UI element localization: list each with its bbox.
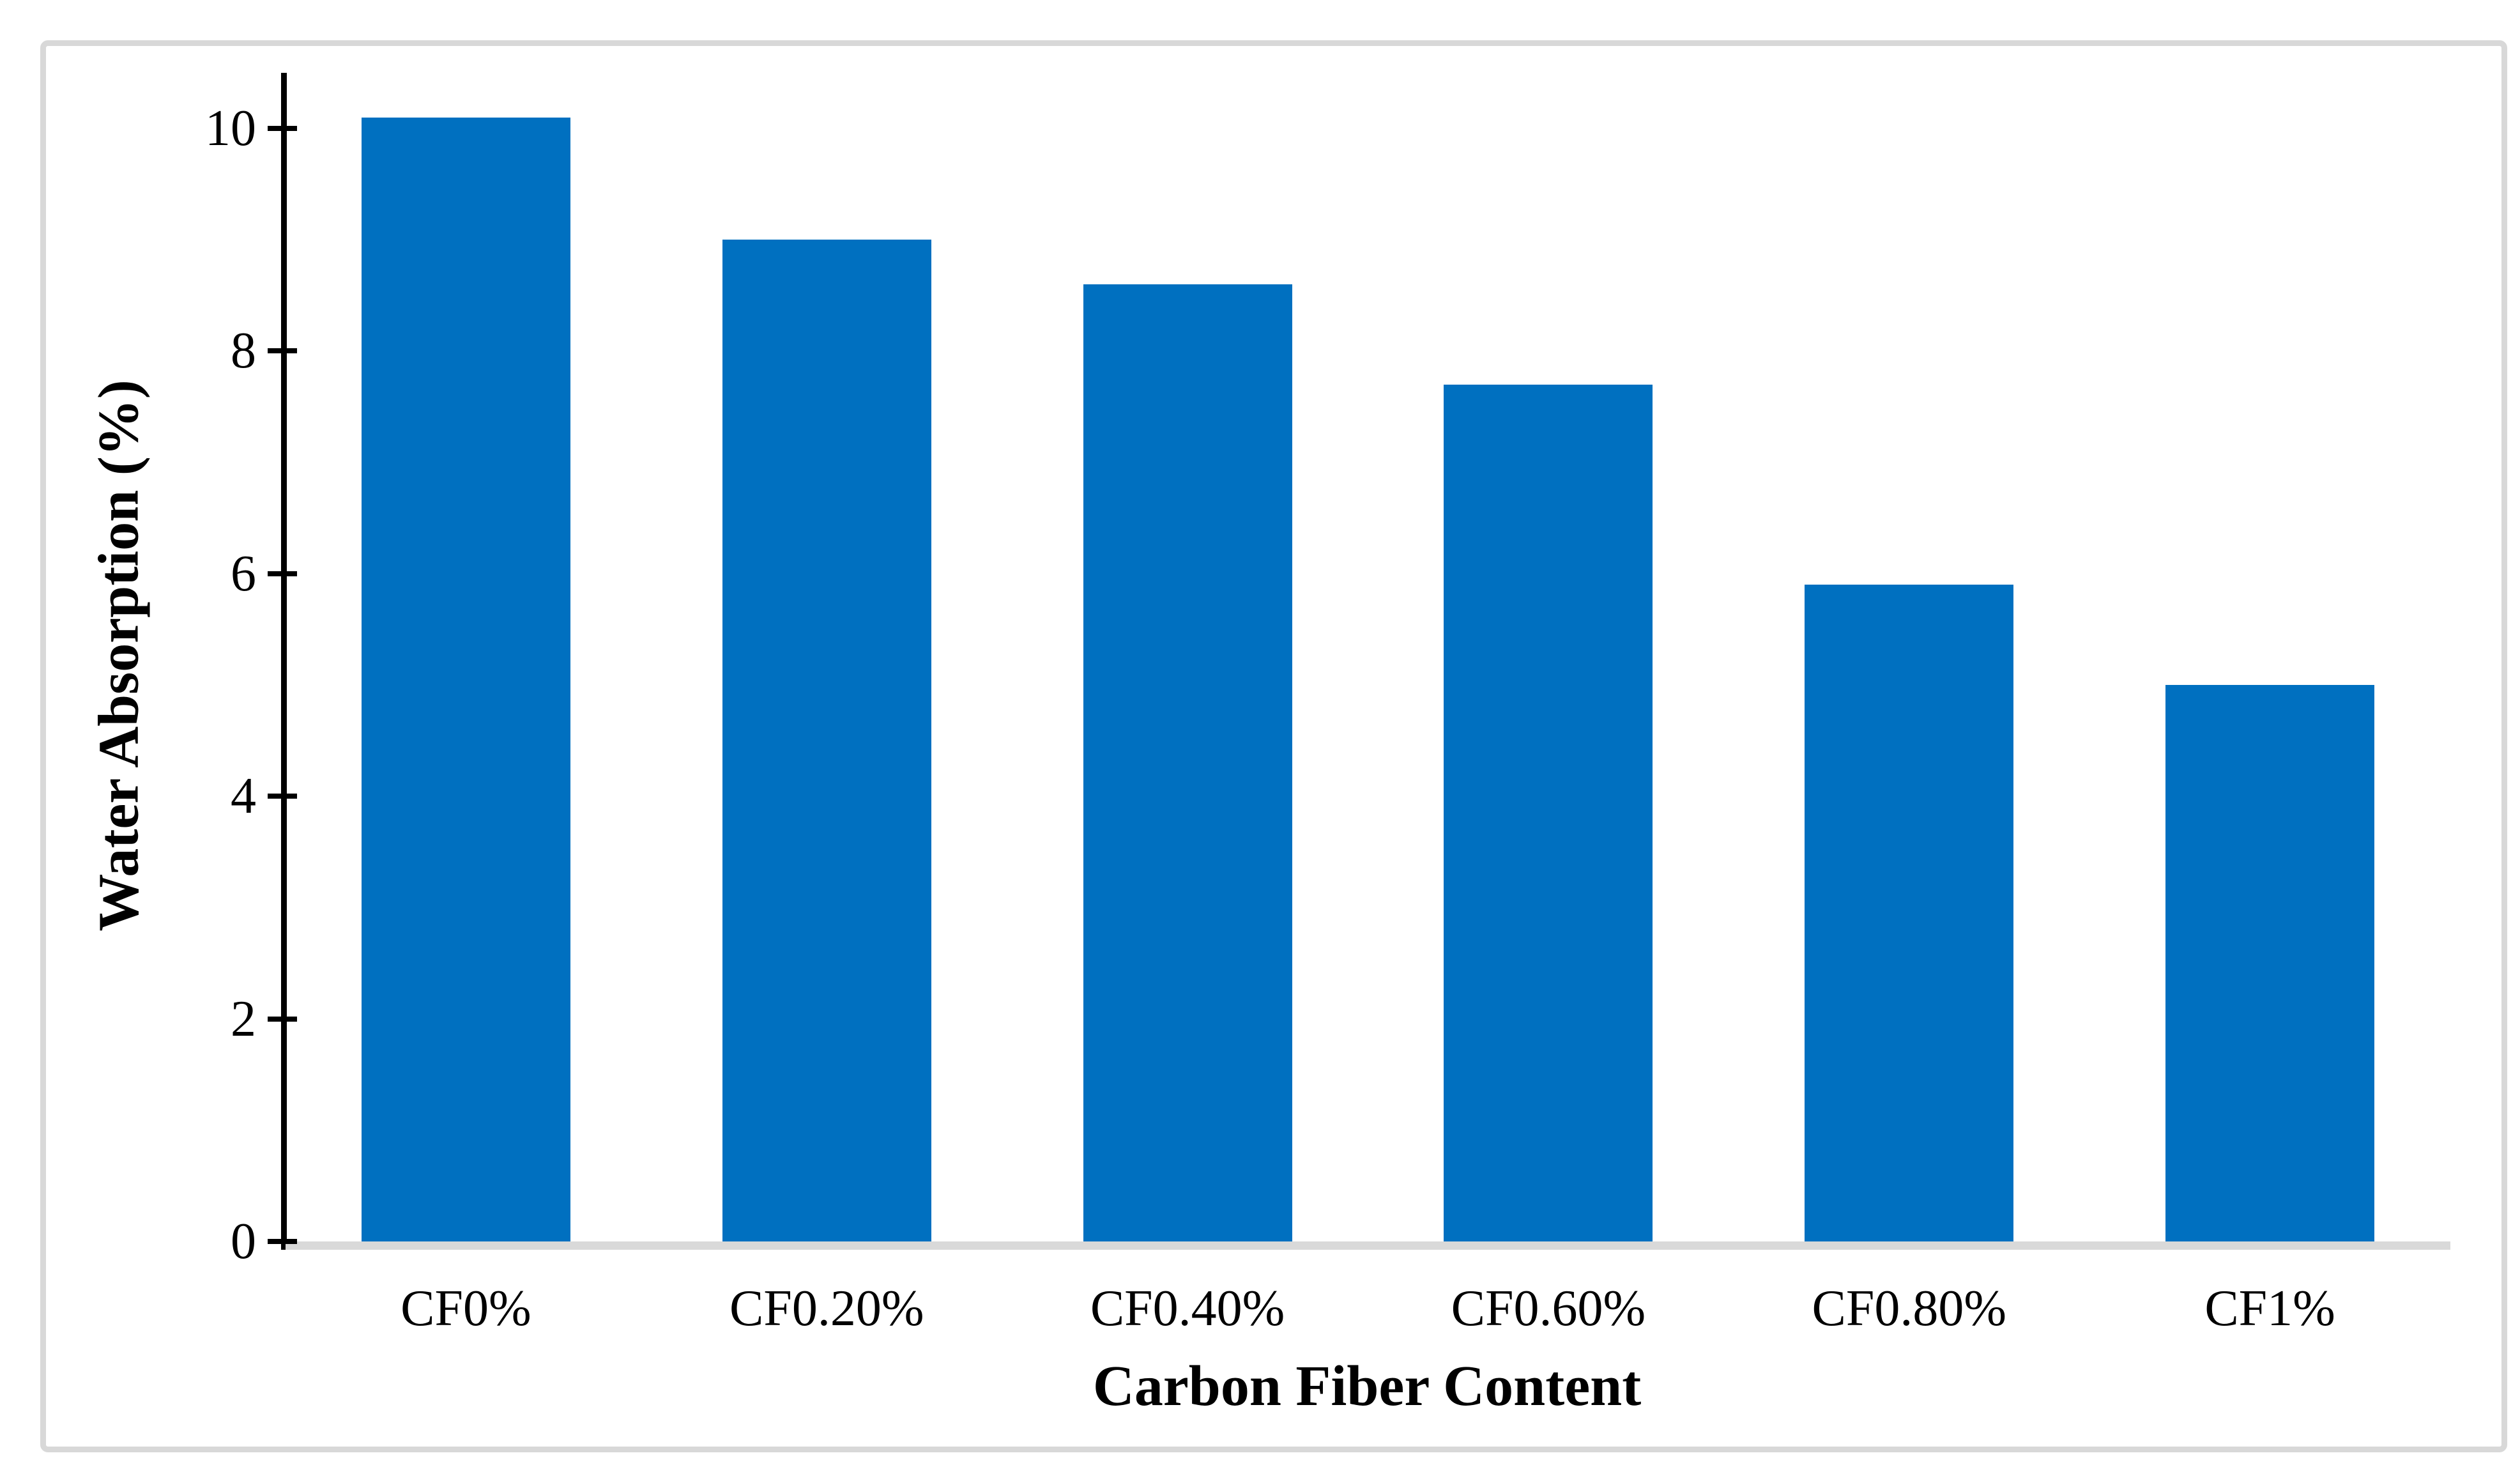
x-category-label: CF0% — [401, 1280, 531, 1337]
bar-1 — [361, 117, 570, 1241]
y-tick-label: 2 — [231, 990, 256, 1047]
y-tick-mark — [268, 1239, 297, 1244]
x-category-label: CF1% — [2204, 1280, 2335, 1337]
x-category-label: CF0.80% — [1812, 1280, 2006, 1337]
y-tick-mark — [268, 126, 297, 132]
y-tick-label: 0 — [231, 1213, 256, 1270]
x-category-label: CF0.40% — [1090, 1280, 1285, 1337]
y-tick-label: 8 — [231, 323, 256, 380]
x-axis-title: Carbon Fiber Content — [1092, 1355, 1642, 1418]
y-tick-mark — [268, 1016, 297, 1022]
bar-5 — [1805, 585, 2014, 1241]
y-axis-line — [281, 73, 287, 1250]
y-axis-title: Water Absorption (%) — [87, 380, 151, 932]
y-tick-label: 10 — [205, 100, 256, 157]
y-tick-label: 6 — [231, 545, 256, 602]
bar-3 — [1083, 284, 1292, 1241]
y-tick-label: 4 — [231, 768, 256, 825]
x-category-label: CF0.20% — [729, 1280, 924, 1337]
figure-frame — [40, 40, 2507, 1452]
x-axis-baseline — [286, 1241, 2450, 1250]
x-category-label: CF0.60% — [1451, 1280, 1646, 1337]
y-tick-mark — [268, 348, 297, 354]
y-tick-mark — [268, 794, 297, 799]
bar-2 — [722, 240, 931, 1241]
bar-6 — [2165, 685, 2375, 1241]
bar-4 — [1444, 384, 1653, 1241]
y-tick-mark — [268, 571, 297, 576]
